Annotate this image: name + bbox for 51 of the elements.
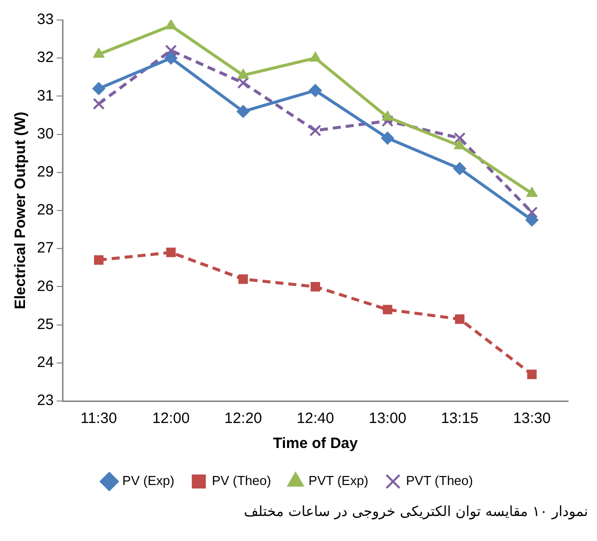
text: نمودار ۱۰ مقایسه توان الکتریکی خروجی در ساعات مختلف [242,504,588,520]
point [166,248,176,258]
y-tick-label: 27 [36,240,54,257]
point [527,370,537,380]
legend-label: PV (Exp) [122,473,174,488]
legend-label: PVT (Theo) [406,473,473,488]
y-tick-label: 30 [36,125,54,142]
y-tick-label: 31 [36,87,54,104]
y-tick-label: 24 [36,354,54,372]
point [92,82,106,96]
point [309,124,322,136]
point [237,68,249,79]
point [94,255,104,265]
point [308,84,322,97]
point [310,52,322,62]
point [453,162,466,176]
x-tick-label: 13:00 [368,410,406,428]
point [310,282,320,292]
point [454,132,466,144]
point [165,20,177,30]
point [164,52,178,65]
legend-label: PV (Theo) [212,473,272,488]
y-tick-label: 32 [36,49,54,66]
point [525,214,538,227]
y-tick-label: 25 [36,316,54,333]
x-tick-label: 12:20 [224,410,262,428]
y-tick-label: 26 [36,278,54,295]
point [165,44,177,56]
legend-label: PVT (Exp) [308,473,368,488]
point [382,110,394,121]
point [382,115,394,127]
x-tick-label: 12:40 [296,410,334,428]
y-tick-label: 28 [36,202,54,219]
point [526,186,538,197]
point [382,304,392,314]
point [381,132,394,145]
x-tick-label: 13:30 [513,410,551,428]
x-tick-label: 13:15 [440,410,478,428]
point [93,48,104,58]
x-axis-title: Time of Day [272,435,358,452]
x-tick-label: 11:30 [80,410,117,428]
y-axis-title: Electrical Power Output (W) [12,112,30,310]
point [238,274,248,284]
point [454,314,464,324]
point [454,139,466,150]
y-tick-label: 29 [36,164,54,181]
y-tick-label: 33 [36,11,54,28]
y-tick-label: 23 [36,392,54,410]
point [92,98,105,110]
x-tick-label: 12:00 [152,410,190,428]
point [236,104,250,118]
